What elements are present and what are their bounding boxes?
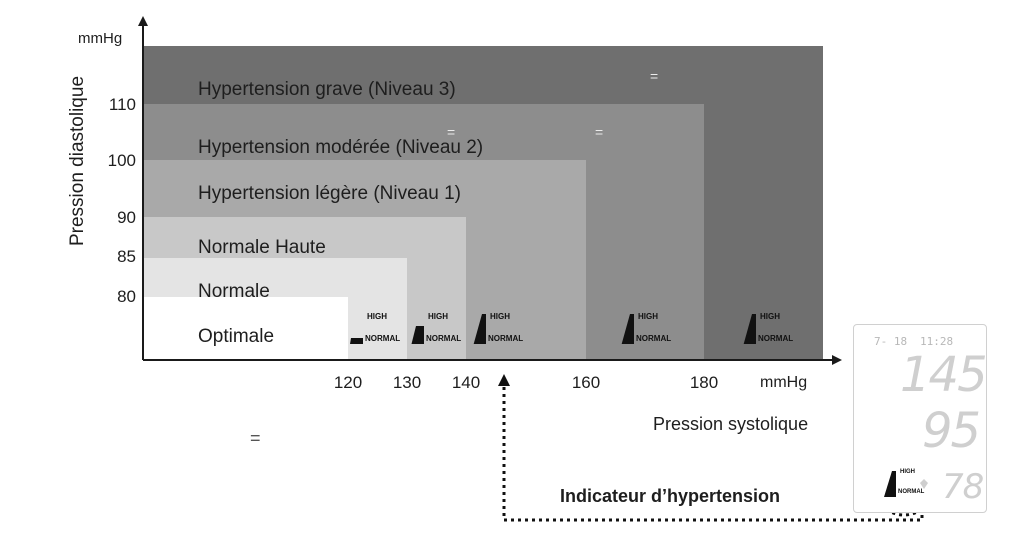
x-tick-180: 180 bbox=[689, 373, 719, 392]
indicator-normal-icon bbox=[350, 338, 363, 344]
badge-normal-label: NORMAL bbox=[636, 334, 672, 343]
y-axis-label: Pression diastolique bbox=[67, 75, 88, 247]
monitor-pulse: 78 bbox=[942, 467, 984, 507]
indicator-level-icon bbox=[621, 314, 634, 344]
badge-high-label: HIGH bbox=[428, 312, 448, 321]
y-tick-85: 85 bbox=[117, 247, 136, 266]
equals-mark: = bbox=[447, 124, 456, 140]
x-tick-160: 160 bbox=[571, 373, 601, 392]
zone-label-legere: Hypertension légère (Niveau 1) bbox=[198, 183, 461, 204]
equals-mark: = bbox=[595, 124, 604, 140]
monitor-time: 11:28 bbox=[920, 335, 954, 348]
equals-mark: = bbox=[650, 68, 659, 84]
hypertension-indicator-badge: HIGH NORMAL bbox=[466, 310, 524, 344]
y-axis-unit: mmHg bbox=[78, 30, 123, 47]
equals-mark: = bbox=[250, 428, 261, 448]
badge-normal-label: NORMAL bbox=[758, 334, 794, 343]
x-tick-120: 120 bbox=[333, 373, 363, 392]
badge-high-label: HIGH bbox=[367, 312, 387, 321]
x-tick-130: 130 bbox=[392, 373, 422, 392]
zone-label-normale-haute: Normale Haute bbox=[198, 237, 326, 258]
monitor-systolic: 145 bbox=[900, 347, 988, 403]
indicator-arrow bbox=[498, 374, 510, 386]
badge-normal-label: NORMAL bbox=[898, 489, 925, 495]
badge-high-label: HIGH bbox=[490, 312, 510, 321]
indicator-level-icon bbox=[743, 314, 756, 344]
monitor-diastolic: 95 bbox=[922, 403, 981, 459]
zone-label-grave: Hypertension grave (Niveau 3) bbox=[198, 79, 456, 100]
monitor-date: 7- 18 bbox=[874, 335, 908, 348]
y-tick-100: 100 bbox=[107, 151, 136, 170]
y-axis-arrow bbox=[138, 16, 148, 26]
indicator-level-icon bbox=[473, 314, 486, 344]
x-axis-label: Pression systolique bbox=[653, 414, 809, 434]
badge-normal-label: NORMAL bbox=[426, 334, 462, 343]
badge-normal-label: NORMAL bbox=[365, 334, 401, 343]
x-axis-arrow bbox=[832, 355, 842, 365]
y-tick-80: 80 bbox=[117, 287, 136, 306]
indicator-level-icon bbox=[411, 326, 424, 344]
indicator-connector bbox=[502, 380, 924, 522]
zone-label-optimale: Optimale bbox=[198, 326, 275, 347]
zone-label-moderee: Hypertension modérée (Niveau 2) bbox=[198, 137, 484, 158]
indicator-caption: Indicateur d’hypertension bbox=[560, 486, 781, 506]
y-tick-90: 90 bbox=[117, 208, 136, 227]
hypertension-indicator-badge: HIGH NORMAL bbox=[736, 310, 794, 344]
zone-label-normale: Normale bbox=[198, 281, 270, 302]
zone-optimale bbox=[143, 297, 348, 360]
hypertension-indicator-badge: HIGH NORMAL bbox=[343, 310, 401, 344]
badge-high-label: HIGH bbox=[900, 469, 915, 475]
indicator-level-icon bbox=[884, 471, 928, 497]
badge-high-label: HIGH bbox=[760, 312, 780, 321]
badge-normal-label: NORMAL bbox=[488, 334, 524, 343]
x-axis-unit: mmHg bbox=[760, 374, 808, 391]
y-tick-110: 110 bbox=[108, 95, 136, 114]
hypertension-indicator-badge: HIGH NORMAL bbox=[614, 310, 672, 344]
badge-high-label: HIGH bbox=[638, 312, 658, 321]
monitor-hypertension-indicator: HIGH NORMAL bbox=[876, 463, 932, 503]
hypertension-indicator-badge: HIGH NORMAL bbox=[404, 310, 462, 344]
x-tick-140: 140 bbox=[451, 373, 481, 392]
blood-pressure-monitor-display: 7- 18 11:28 145 95 78 bbox=[853, 324, 988, 513]
